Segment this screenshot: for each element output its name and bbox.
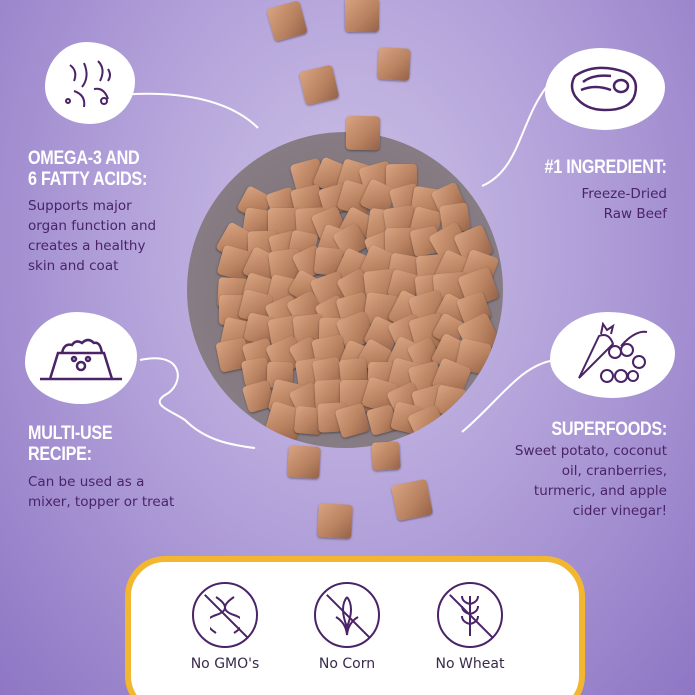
- superfoods-text: Sweet potato, coconut oil, cranberries, tu…: [514, 443, 667, 519]
- omega-title: OMEGA-3 AND 6 FATTY ACIDS:: [28, 148, 148, 190]
- connector-ingredient: [481, 84, 549, 187]
- badge-no-wheat: No Wheat: [410, 582, 530, 672]
- food-bowl-image: [187, 132, 503, 448]
- connector-recipe: [139, 357, 256, 449]
- kibble-piece: [287, 445, 321, 479]
- kibble-piece: [345, 0, 379, 32]
- kibble-piece: [390, 478, 434, 522]
- superfoods-title: SUPERFOODS:: [551, 419, 667, 440]
- fatty-acids-icon-badge: [45, 42, 135, 124]
- badge-label: No Wheat: [435, 656, 505, 672]
- ingredient-text: Freeze-Dried Raw Beef: [581, 186, 667, 222]
- kibble-piece: [377, 47, 411, 81]
- food-bowl-icon-badge: [25, 312, 137, 404]
- badge-no-corn: No Corn: [287, 582, 407, 672]
- recipe-title: MULTI-USE RECIPE:: [28, 423, 113, 465]
- no-corn-icon: [314, 582, 380, 648]
- carrot-berries-icon-badge: [550, 312, 675, 398]
- kibble-piece: [345, 115, 381, 151]
- steak-icon-badge: [545, 48, 665, 130]
- connector-superfoods: [461, 359, 556, 433]
- kibble-piece: [317, 503, 353, 539]
- no-gmo-icon: [192, 582, 258, 648]
- badge-label: No GMO's: [190, 656, 260, 672]
- omega-text: Supports major organ function and creates …: [28, 198, 157, 274]
- ingredient-title: #1 INGREDIENT:: [544, 157, 667, 178]
- recipe-text: Can be used as a mixer, topper or treat: [28, 474, 175, 510]
- connector-omega: [119, 92, 259, 129]
- steak-icon: [570, 66, 638, 112]
- badge-label: No Corn: [318, 656, 376, 672]
- kibble-piece: [371, 441, 401, 471]
- badge-no-gmo: No GMO's: [165, 582, 285, 672]
- carrot-berries-icon: [577, 322, 647, 383]
- food-bowl-icon: [40, 338, 122, 381]
- no-wheat-icon: [437, 582, 503, 648]
- fatty-acids-icon: [65, 60, 111, 108]
